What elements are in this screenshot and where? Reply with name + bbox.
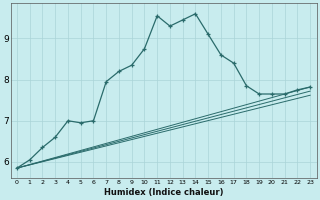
X-axis label: Humidex (Indice chaleur): Humidex (Indice chaleur) bbox=[104, 188, 223, 197]
